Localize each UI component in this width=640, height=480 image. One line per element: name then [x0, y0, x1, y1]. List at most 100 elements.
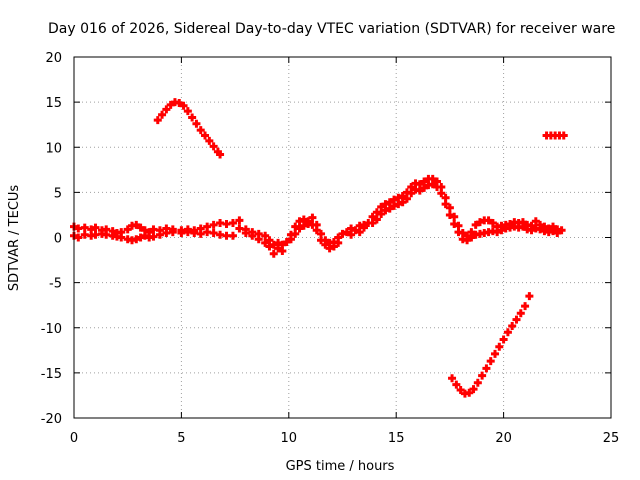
data-point: [531, 217, 540, 226]
plot-border: [73, 56, 612, 419]
data-point: [377, 202, 386, 211]
x-tick-label: 25: [603, 431, 620, 446]
y-axis-label: SDTVAR / TECUs: [7, 185, 22, 292]
data-point: [132, 235, 141, 244]
data-point: [355, 228, 364, 237]
chart-title: Day 016 of 2026, Sidereal Day-to-day VTE…: [48, 21, 615, 37]
x-tick-label: 10: [281, 431, 298, 446]
data-point: [428, 180, 437, 189]
data-point: [254, 235, 263, 244]
x-tick-label: 15: [388, 431, 405, 446]
data-point: [497, 226, 506, 235]
y-tick-label: 0: [54, 232, 62, 247]
data-point: [338, 229, 347, 238]
data-point: [91, 223, 100, 232]
data-point: [168, 228, 177, 237]
data-point: [478, 371, 487, 380]
y-tick-label: -10: [41, 322, 62, 337]
data-point: [527, 226, 536, 235]
data-point: [445, 203, 454, 212]
data-point: [441, 200, 450, 209]
data-point: [312, 226, 321, 235]
series-arc-early: [153, 98, 225, 159]
data-point: [308, 213, 317, 222]
data-point: [372, 208, 381, 217]
data-point: [512, 315, 521, 324]
data-point: [123, 225, 132, 234]
data-point: [420, 183, 429, 192]
data-point: [228, 231, 237, 240]
data-point: [469, 385, 478, 394]
data-point: [261, 231, 270, 240]
data-point: [536, 225, 545, 234]
data-point: [329, 242, 338, 251]
data-point: [549, 227, 558, 236]
data-point: [286, 235, 295, 244]
data-point: [467, 233, 476, 242]
data-point: [445, 210, 454, 219]
data-point: [282, 238, 291, 247]
data-point: [503, 328, 512, 337]
data-point: [415, 186, 424, 195]
data-point: [450, 212, 459, 221]
data-point: [372, 215, 381, 224]
data-point: [228, 219, 237, 228]
data-point: [452, 380, 461, 389]
data-point: [196, 229, 205, 238]
y-tick-label: -5: [49, 277, 62, 292]
data-point: [261, 238, 270, 247]
series-arc-late-negative: [448, 292, 534, 398]
data-point: [205, 136, 214, 145]
data-point: [486, 357, 495, 366]
data-point: [473, 378, 482, 387]
data-point: [437, 189, 446, 198]
data-point: [248, 231, 257, 240]
data-point: [192, 119, 201, 128]
data-point: [209, 220, 218, 229]
data-point: [521, 302, 530, 311]
data-point: [166, 100, 175, 109]
data-point: [359, 223, 368, 232]
x-axis-label: GPS time / hours: [286, 459, 395, 474]
data-point: [525, 292, 534, 301]
data-point: [398, 198, 407, 207]
x-tick-label: 20: [495, 431, 512, 446]
data-point: [209, 142, 218, 151]
data-layer: [70, 98, 568, 398]
data-point: [136, 223, 145, 232]
data-point: [488, 219, 497, 228]
data-point: [74, 233, 83, 242]
data-point: [402, 194, 411, 203]
data-point: [188, 113, 197, 122]
data-point: [278, 247, 287, 256]
x-tick-label: 0: [70, 431, 78, 446]
axis-ticks: 0 5 10 15 20 25 -20 -15 -10 -5 0 5 10 15 20: [41, 51, 620, 446]
series-main-band: [70, 174, 566, 258]
data-point: [465, 388, 474, 397]
y-tick-label: -15: [41, 367, 62, 382]
y-tick-label: -20: [41, 412, 62, 427]
data-point: [158, 110, 167, 119]
data-point: [448, 374, 457, 383]
y-tick-label: 10: [45, 141, 62, 156]
data-point: [385, 204, 394, 213]
data-point: [295, 217, 304, 226]
data-point: [201, 131, 210, 140]
data-point: [394, 200, 403, 209]
data-point: [553, 228, 562, 237]
data-point: [162, 105, 171, 114]
data-point: [508, 321, 517, 330]
y-tick-label: 5: [54, 186, 62, 201]
data-point: [475, 218, 484, 227]
data-point: [495, 342, 504, 351]
data-point: [291, 229, 300, 238]
data-point: [265, 242, 274, 251]
data-point: [295, 224, 304, 233]
data-point: [149, 232, 158, 241]
data-point: [559, 131, 568, 140]
data-point: [518, 222, 527, 231]
data-point: [377, 210, 386, 219]
series-segment-late: [542, 131, 568, 140]
data-point: [484, 216, 493, 225]
data-point: [80, 223, 89, 232]
